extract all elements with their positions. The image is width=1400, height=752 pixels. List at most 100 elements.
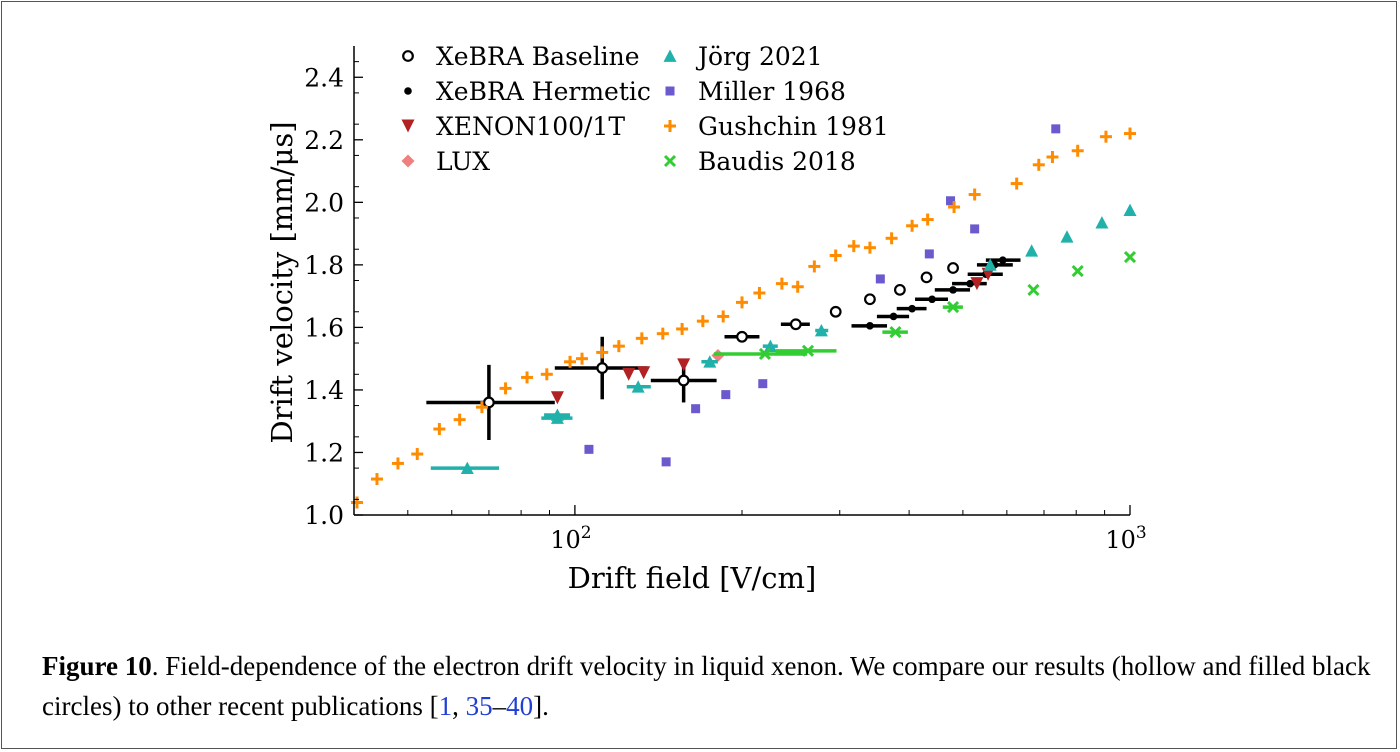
data-point (411, 448, 424, 461)
data-point (1027, 283, 1040, 296)
series-1 (851, 256, 1021, 330)
data-point (866, 322, 874, 330)
caption-sep: , (452, 691, 466, 721)
data-point (1123, 250, 1137, 264)
legend-item: XeBRA Hermetic (404, 77, 651, 106)
legend-marker (401, 119, 415, 133)
data-point (691, 404, 701, 414)
data-point (622, 367, 636, 381)
series-0 (426, 262, 959, 440)
data-point (433, 423, 446, 436)
data-point (1124, 127, 1136, 140)
data-point (550, 391, 564, 405)
data-point (391, 457, 404, 470)
data-point (970, 277, 984, 291)
legend-marker (663, 49, 677, 62)
data-point (885, 232, 898, 245)
data-point (721, 390, 731, 400)
legend-item: Jörg 2021 (663, 42, 823, 71)
legend-marker (663, 154, 677, 168)
legend-marker (402, 50, 414, 62)
data-point (677, 358, 691, 372)
x-tick-label: 102 (550, 523, 591, 554)
data-point (893, 283, 906, 296)
data-point (635, 332, 648, 345)
data-point (808, 260, 821, 273)
data-point (564, 355, 577, 368)
citation-link-40[interactable]: 40 (506, 691, 534, 721)
data-point (696, 315, 709, 328)
citation-link-35[interactable]: 35 (465, 691, 493, 721)
data-point (920, 271, 933, 284)
legend-label: Baudis 2018 (698, 147, 856, 176)
legend-marker (404, 87, 412, 95)
data-point (970, 224, 980, 234)
legend-label: Miller 1968 (698, 77, 846, 106)
legend-marker (664, 120, 676, 132)
series-7 (713, 250, 1137, 361)
legend-item: Baudis 2018 (663, 147, 856, 176)
data-point (998, 256, 1007, 264)
data-point (1071, 144, 1084, 157)
caption-label: Figure 10 (42, 651, 152, 681)
legend-label: Gushchin 1981 (698, 112, 889, 141)
data-point (829, 305, 842, 318)
data-point (596, 346, 609, 359)
data-point (676, 322, 689, 335)
data-point (703, 355, 717, 368)
data-point (1060, 230, 1074, 243)
legend-label: Jörg 2021 (695, 42, 823, 71)
data-point (947, 262, 959, 274)
data-point (460, 461, 474, 474)
data-point (946, 196, 956, 206)
legend-item: Miller 1968 (665, 77, 846, 106)
caption-dash: – (492, 691, 507, 721)
data-point (521, 371, 534, 384)
y-tick-label: 1.8 (304, 251, 344, 280)
data-point (948, 201, 961, 214)
data-point (1051, 124, 1061, 134)
data-point (370, 473, 383, 486)
data-point (875, 274, 885, 284)
data-point (753, 287, 766, 300)
drift-velocity-chart: 1.0 1.2 1.4 1.6 1.8 2.0 2.2 2.4 102 103 Drift fiel… (265, 42, 1147, 595)
data-point (576, 352, 589, 365)
data-point (949, 286, 957, 294)
legend-label: XeBRA Hermetic (436, 77, 651, 106)
data-point (814, 324, 828, 337)
data-point (717, 310, 730, 323)
data-point (736, 296, 748, 309)
citation-link-1[interactable]: 1 (438, 691, 453, 721)
x-tick-label: 103 (1105, 523, 1146, 554)
y-tick-label: 2.2 (304, 126, 344, 155)
data-point (847, 240, 860, 253)
data-point (1071, 265, 1084, 278)
data-point (499, 382, 512, 395)
data-point (350, 496, 363, 509)
data-point (631, 380, 645, 393)
data-point (677, 374, 690, 387)
y-tick-label: 1.4 (304, 376, 344, 405)
figure-caption: Figure 10. Field-dependence of the elect… (42, 646, 1382, 726)
legend-label: LUX (436, 147, 490, 176)
data-point (906, 219, 919, 232)
data-point (758, 379, 768, 389)
data-point (453, 413, 466, 426)
legend-item: LUX (401, 147, 490, 176)
series-5 (584, 124, 1061, 467)
series-4 (430, 203, 1137, 474)
legend-marker (665, 86, 675, 96)
caption-text: . Field-dependence of the electron drift… (42, 651, 1371, 721)
data-point (584, 444, 594, 454)
data-point (612, 340, 625, 353)
y-axis-label: Drift velocity [mm/μs] (265, 121, 299, 443)
data-point (763, 339, 777, 353)
data-point (921, 213, 934, 226)
data-point (829, 249, 842, 262)
series-2 (550, 267, 995, 405)
data-point (483, 396, 495, 409)
data-point (889, 312, 898, 321)
legend-label: XENON100/1T (436, 112, 625, 141)
data-point (656, 327, 669, 340)
